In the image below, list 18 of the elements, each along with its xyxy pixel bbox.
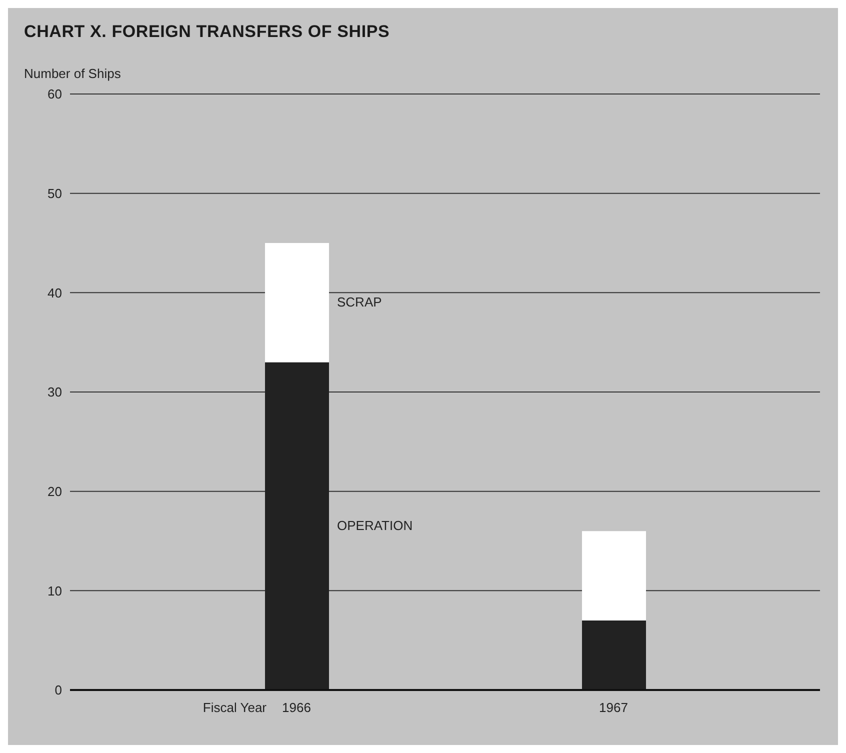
y-tick-label: 50 [48, 186, 62, 201]
y-tick-label: 60 [48, 86, 62, 102]
x-axis-title: Fiscal Year [202, 700, 268, 715]
bar [582, 531, 646, 620]
series-label: SCRAP [337, 294, 382, 310]
chart-title: CHART X. FOREIGN TRANSFERS OF SHIPS [24, 22, 390, 42]
y-tick-label: 40 [48, 285, 62, 300]
x-tick-label: 1966 [282, 700, 311, 715]
bar [582, 620, 646, 690]
y-tick-label: 30 [48, 384, 62, 400]
bar [265, 362, 329, 690]
y-axis-title: Number of Ships [24, 66, 121, 81]
bar [265, 243, 329, 362]
y-tick-label: 20 [48, 484, 62, 499]
y-tick-label: 0 [54, 682, 62, 698]
x-tick-label: 1967 [599, 700, 628, 715]
series-label: OPERATION [337, 518, 413, 534]
y-tick-label: 10 [48, 583, 62, 598]
